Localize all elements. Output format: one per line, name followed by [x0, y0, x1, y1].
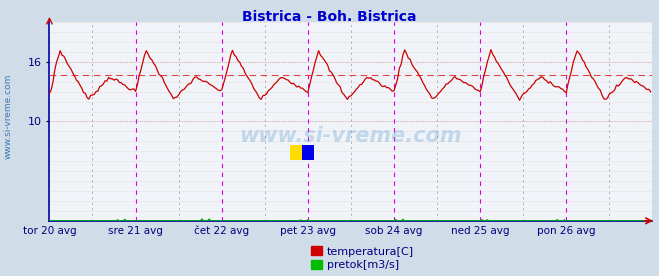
Text: Bistrica - Boh. Bistrica: Bistrica - Boh. Bistrica: [243, 10, 416, 24]
Text: www.si-vreme.com: www.si-vreme.com: [240, 126, 462, 146]
Text: www.si-vreme.com: www.si-vreme.com: [4, 73, 13, 159]
Legend: temperatura[C], pretok[m3/s]: temperatura[C], pretok[m3/s]: [310, 246, 415, 270]
